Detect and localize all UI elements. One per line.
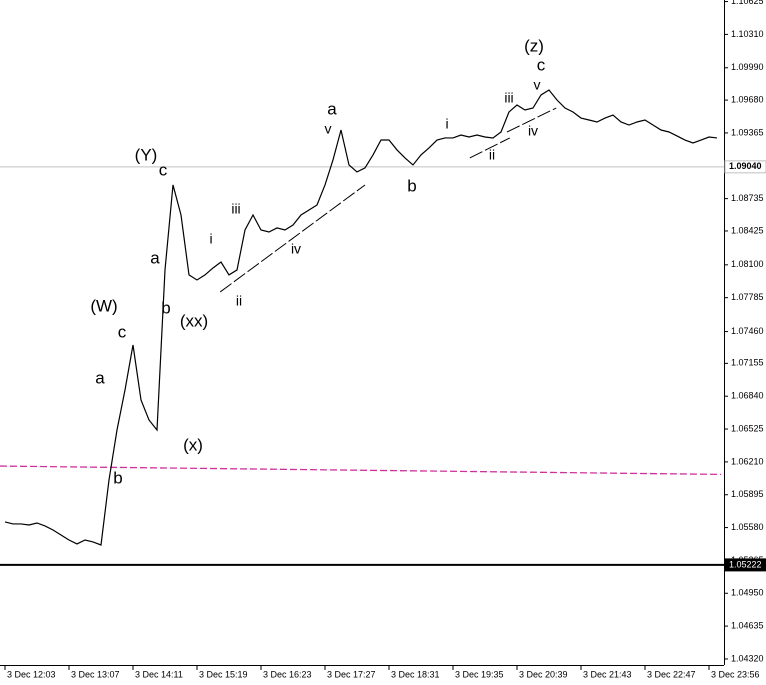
x-tick-label: 3 Dec 15:19 [199, 669, 248, 679]
wave-label: (x) [183, 435, 203, 454]
x-tick-label: 3 Dec 13:07 [71, 669, 120, 679]
y-tick-label: 1.09365 [731, 127, 764, 137]
wave-label: i [209, 231, 212, 247]
y-tick-label: 1.05895 [731, 489, 764, 499]
trendline [219, 184, 366, 293]
wave-label: b [161, 298, 170, 317]
wave-label: ii [236, 293, 242, 309]
wave-label: (z) [524, 36, 544, 55]
y-tick-label: 1.04320 [731, 653, 764, 663]
x-tick-label: 3 Dec 17:27 [327, 669, 376, 679]
wave-label: c [118, 322, 127, 341]
price-label-box [724, 558, 766, 572]
x-tick-label: 3 Dec 16:23 [263, 669, 312, 679]
y-tick-label: 1.08425 [731, 225, 764, 235]
level-line [0, 465, 722, 476]
wave-label: iv [528, 123, 538, 139]
x-tick-label: 3 Dec 12:03 [7, 669, 56, 679]
y-tick-label: 1.04635 [731, 620, 764, 630]
price-line-series [4, 89, 718, 546]
wave-label: (W) [90, 296, 117, 315]
y-tick-label: 1.07785 [731, 292, 764, 302]
wave-label: c [537, 55, 546, 74]
wave-label: iii [231, 201, 240, 217]
wave-label: v [534, 77, 541, 93]
trendline [506, 107, 557, 133]
wave-label: a [95, 368, 105, 387]
y-tick-label: 1.04950 [731, 588, 764, 598]
x-tick-label: 3 Dec 18:31 [391, 669, 440, 679]
x-tick-label: 3 Dec 19:35 [455, 669, 504, 679]
wave-label: (xx) [180, 311, 208, 330]
y-tick-label: 1.06840 [731, 391, 764, 401]
x-tick-label: 3 Dec 23:56 [711, 669, 760, 679]
wave-label: c [159, 160, 168, 179]
y-tick-label: 1.06210 [731, 456, 764, 466]
x-tick-label: 3 Dec 21:43 [583, 669, 632, 679]
wave-label: b [407, 176, 416, 195]
wave-label: i [445, 116, 448, 132]
trendline [469, 137, 511, 159]
wave-label: iii [504, 90, 513, 106]
y-tick-label: 1.10310 [731, 29, 764, 39]
x-tick-label: 3 Dec 22:47 [647, 669, 696, 679]
y-tick-label: 1.09990 [731, 62, 764, 72]
wave-label: a [327, 99, 337, 118]
price-label: 1.05222 [729, 559, 762, 569]
y-tick-label: 1.08735 [731, 193, 764, 203]
wave-label: a [150, 248, 160, 267]
wave-label: ii [489, 147, 495, 163]
price-label: 1.09040 [729, 161, 762, 171]
y-tick-label: 1.08100 [731, 259, 764, 269]
wave-label: v [325, 121, 332, 137]
price-label-box [724, 160, 766, 174]
y-tick-label: 1.05580 [731, 522, 764, 532]
y-tick-label: 1.10625 [731, 0, 764, 6]
x-tick-label: 3 Dec 14:11 [135, 669, 183, 679]
y-tick-label: 1.07155 [731, 358, 764, 368]
wave-label: (Y) [135, 145, 158, 164]
wave-label: b [113, 468, 122, 487]
x-tick-label: 3 Dec 20:39 [519, 669, 568, 679]
wave-label: iv [291, 241, 301, 257]
y-tick-label: 1.06525 [731, 423, 764, 433]
y-tick-label: 1.09680 [731, 94, 764, 104]
y-tick-label: 1.07460 [731, 326, 764, 336]
